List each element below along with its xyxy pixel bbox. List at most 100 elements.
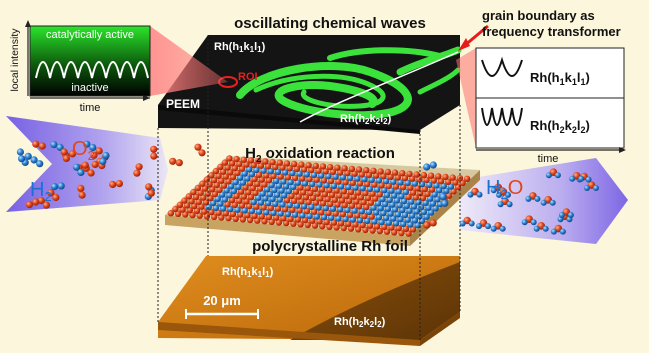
oxygen-atom — [174, 210, 182, 217]
hydrogen-atom — [257, 199, 265, 206]
hydrogen-atom — [345, 183, 352, 191]
hydrogen-atom — [377, 205, 384, 212]
hydrogen-atom — [282, 169, 289, 176]
peem-label: PEEM — [166, 97, 200, 111]
oxygen-atom — [383, 228, 391, 235]
gas-molecule — [77, 184, 85, 192]
hydrogen-atom — [371, 218, 378, 225]
hydrogen-atom — [432, 205, 439, 212]
oxygen-atom — [253, 203, 260, 210]
oxygen-atom — [437, 178, 445, 185]
oxygen-atom — [318, 186, 326, 193]
oxygen-atom — [279, 164, 286, 171]
oxygen-atom — [381, 223, 388, 231]
peem-image-panel — [158, 35, 462, 134]
hydrogen-atom — [396, 202, 403, 209]
water-hydrogen-atom — [550, 228, 557, 235]
oxygen-atom — [277, 173, 284, 180]
hydrogen-atom — [375, 177, 383, 184]
oxygen-atom — [234, 169, 241, 177]
gas-molecule — [147, 189, 155, 197]
oxygen-atom — [332, 210, 339, 217]
gas-molecule — [38, 142, 46, 150]
grain-boundary-line — [299, 51, 459, 123]
oxygen-atom — [229, 210, 237, 218]
left-inset-xlabel: time — [80, 102, 101, 114]
oxygen-atom — [372, 195, 379, 202]
oxygen-atom — [353, 198, 360, 205]
oxygen-atom — [294, 216, 302, 223]
oxygen-atom — [347, 188, 355, 195]
hydrogen-atom — [230, 187, 238, 195]
hydrogen-atom — [270, 209, 277, 216]
oxygen-atom — [255, 171, 263, 178]
oxygen-atom — [373, 223, 381, 230]
water-hydrogen-atom — [530, 219, 537, 226]
hydrogen-atom — [337, 183, 345, 190]
oxygen-atom — [351, 170, 358, 177]
oxygen-atom — [341, 201, 348, 209]
oxygen-atom — [327, 163, 334, 171]
hydrogen-atom — [364, 217, 371, 224]
oxygen-atom — [243, 198, 250, 205]
oxygen-atom — [268, 218, 275, 225]
oxygen-atom — [421, 185, 428, 193]
bottom-grain2-label: Rh(h2k2l2) — [334, 316, 386, 329]
oxygen-atom — [233, 155, 240, 163]
chemical-wave-pattern — [236, 46, 462, 120]
hydrogen-atom — [383, 191, 391, 199]
oxygen-atom — [236, 160, 243, 168]
hydrogen-atom — [416, 212, 423, 220]
oxygen-atom — [342, 179, 349, 186]
oxygen-atom — [262, 158, 269, 165]
gas-molecule — [78, 191, 86, 199]
hydrogen-atom — [255, 194, 262, 201]
hydrogen-atom — [276, 196, 283, 203]
hydrogen-atom — [210, 199, 217, 207]
oxygen-atom — [222, 210, 229, 217]
oxygen-atom — [362, 226, 369, 234]
right-inset-rh2: Rh(h2k2l2) — [530, 118, 590, 135]
oxygen-atom — [208, 208, 215, 216]
oxygen-atom — [211, 190, 219, 198]
hydrogen-atom — [401, 211, 409, 219]
hydrogen-atom — [271, 186, 278, 194]
oxygen-atom — [346, 197, 353, 205]
oxygen-atom — [265, 213, 273, 221]
oxygen-atom — [373, 172, 380, 179]
oxygen-atom — [445, 178, 452, 185]
hydrogen-atom — [296, 170, 303, 177]
hydrogen-atom — [328, 214, 335, 221]
hydrogen-atom — [246, 166, 253, 173]
water-hydrogen-atom — [558, 212, 565, 218]
oxygen-atom — [361, 212, 368, 220]
oxygen-atom — [392, 183, 400, 190]
hydrogen-atom — [325, 172, 332, 180]
hydrogen-atom — [226, 192, 233, 199]
oxygen-atom — [305, 162, 312, 169]
gas-molecule — [18, 155, 26, 163]
hydrogen-atom — [436, 187, 443, 194]
oxygen-atom — [336, 169, 344, 176]
hydrogen-atom — [382, 200, 389, 208]
hydrogen-atom — [320, 213, 328, 221]
oxygen-atom — [210, 213, 218, 221]
oxygen-atom — [311, 185, 319, 192]
water-hydrogen-atom — [476, 191, 483, 198]
gas-molecule — [423, 221, 431, 229]
oxygen-atom — [306, 175, 313, 183]
oxygen-atom — [409, 226, 417, 233]
oxygen-atom — [328, 191, 336, 198]
hydrogen-atom — [241, 170, 248, 177]
oxygen-atom — [292, 188, 300, 195]
water-hydrogen-atom — [567, 212, 574, 218]
hydrogen-atom — [356, 217, 364, 224]
oxygen-atom — [293, 165, 301, 172]
oxygen-atom — [291, 174, 299, 182]
hydrogen-atom — [337, 206, 344, 213]
water-hydrogen-atom — [545, 172, 552, 179]
water-hydrogen-atom — [549, 199, 556, 206]
oxygen-atom — [217, 163, 224, 170]
hydrogen-atom — [431, 191, 438, 198]
oxygen-atom — [233, 192, 240, 199]
